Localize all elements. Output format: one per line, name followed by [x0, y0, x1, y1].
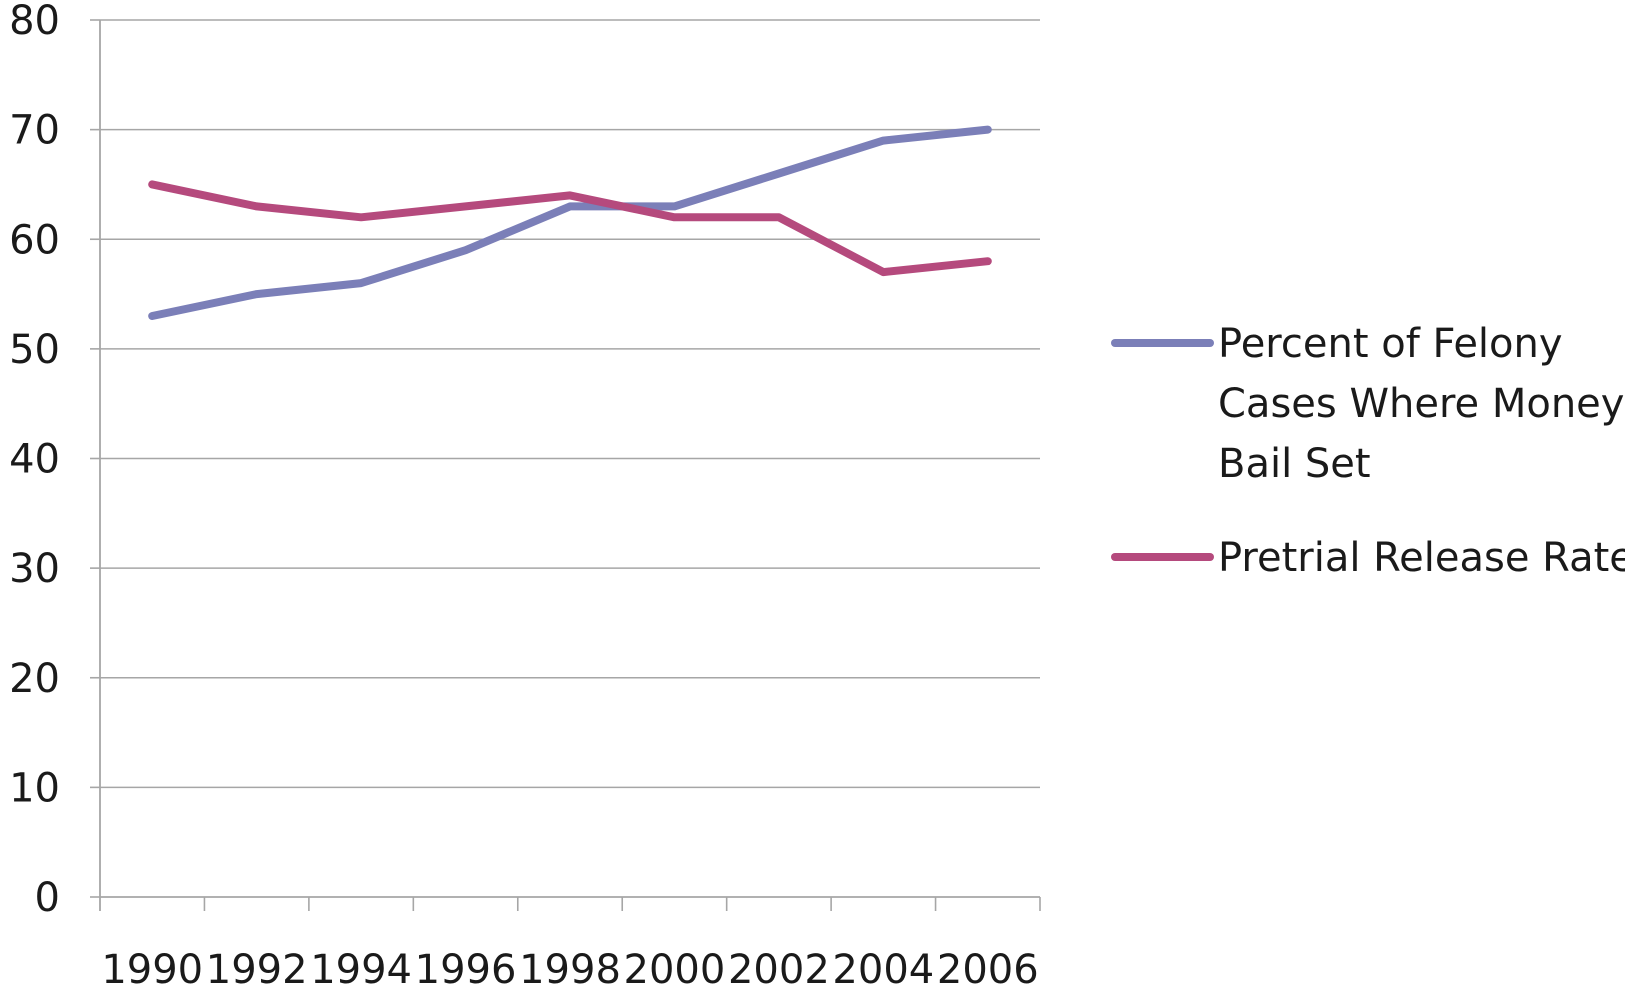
x-tick-label-1994: 1994 [310, 947, 412, 993]
y-tick-label-80: 80 [9, 0, 60, 44]
x-tick-label-1990: 1990 [101, 947, 203, 993]
axes [90, 19, 1041, 911]
x-tick-label-1998: 1998 [519, 947, 621, 993]
y-tick-label-50: 50 [9, 327, 60, 373]
y-tick-label-30: 30 [9, 546, 60, 592]
series-2-point-2000 [670, 213, 678, 221]
x-tick-label-2004: 2004 [832, 947, 934, 993]
x-tick-label-2002: 2002 [728, 947, 830, 993]
y-tick-label-60: 60 [9, 217, 60, 263]
series-2-point-1994 [357, 213, 365, 221]
series-2-point-2004 [879, 268, 887, 276]
series-lines [148, 125, 992, 320]
series-1-point-1992 [253, 290, 261, 298]
legend: Percent of Felony Cases Where Money Bail S… [1111, 321, 1625, 581]
grid-lines [100, 19, 1040, 789]
series-1-point-2000 [670, 202, 678, 210]
series-1-point-1998 [566, 202, 574, 210]
series-line-1 [148, 125, 992, 320]
series-1-point-2002 [775, 169, 783, 177]
y-tick-label-40: 40 [9, 437, 60, 483]
y-tick-label-70: 70 [9, 108, 60, 154]
series-1-point-2004 [879, 137, 887, 145]
x-tick-label-1996: 1996 [415, 947, 517, 993]
series-1-point-1994 [357, 279, 365, 287]
series-1-point-2006 [984, 126, 992, 134]
legend-label-2-line-1: Pretrial Release Rate [1218, 535, 1625, 581]
series-2-point-1996 [462, 202, 470, 210]
series-2-point-1998 [566, 191, 574, 199]
x-tick-label-1992: 1992 [206, 947, 308, 993]
series-2-point-1992 [253, 202, 261, 210]
series-1-point-1996 [462, 246, 470, 254]
series-2-point-2002 [775, 213, 783, 221]
legend-label-1-line-3: Bail Set [1218, 441, 1371, 487]
series-line-2 [148, 180, 992, 277]
series-2-point-2006 [984, 257, 992, 265]
x-tick-label-2000: 2000 [624, 947, 726, 993]
series-2-point-1990 [148, 180, 156, 188]
x-tick-label-2006: 2006 [937, 947, 1039, 993]
legend-label-1-line-2: Cases Where Money [1218, 381, 1624, 427]
series-1-point-1990 [148, 312, 156, 320]
y-tick-label-20: 20 [9, 656, 60, 702]
legend-label-1-line-1: Percent of Felony [1218, 321, 1563, 367]
y-tick-label-0: 0 [35, 875, 60, 921]
y-tick-label-10: 10 [9, 765, 60, 811]
